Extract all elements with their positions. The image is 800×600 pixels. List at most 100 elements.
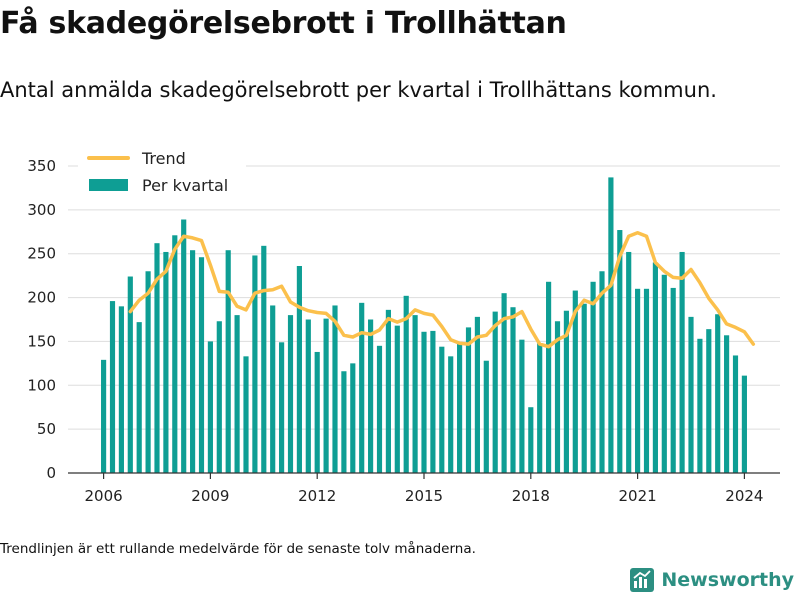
bar [109, 301, 116, 473]
trend-series [128, 230, 756, 349]
legend-bar-label: Per kvartal [142, 176, 228, 195]
bar [724, 335, 730, 473]
bar [207, 341, 213, 473]
bar [483, 360, 489, 473]
y-tick-label: 50 [37, 420, 56, 438]
bar [323, 318, 329, 473]
bar [234, 315, 240, 473]
bar [519, 339, 525, 473]
bar [732, 355, 739, 473]
chart: 0 50 100 150 200 250 300 350 2006 2009 2012 2015 20… [27, 142, 780, 505]
bar [350, 363, 356, 473]
x-tick-label: 2006 [85, 487, 123, 505]
bar [626, 251, 632, 473]
bar [368, 319, 374, 473]
bar [163, 251, 169, 473]
y-tick-label: 300 [27, 201, 56, 219]
bar [546, 281, 552, 473]
bar [554, 321, 561, 473]
x-tick-label: 2009 [191, 487, 229, 505]
y-tick-label: 0 [46, 464, 56, 482]
bar [172, 235, 178, 473]
bar [528, 407, 534, 473]
bar [474, 316, 480, 473]
bar [314, 351, 320, 473]
chart-title: Få skadegörelsebrott i Trollhättan [0, 6, 567, 41]
bar [154, 243, 160, 473]
y-tick-label: 100 [27, 376, 56, 394]
bar [635, 288, 641, 473]
legend-bar-swatch [89, 179, 128, 191]
bar [181, 219, 187, 473]
y-tick-label: 200 [27, 289, 56, 307]
bar [136, 322, 142, 473]
y-tick-label: 150 [27, 332, 56, 350]
bar [706, 329, 712, 473]
bar [394, 325, 400, 473]
bar [448, 356, 454, 473]
trend-line [128, 230, 756, 349]
bar [385, 309, 391, 473]
bar [652, 262, 658, 473]
bar [341, 371, 347, 473]
bar [643, 288, 650, 473]
legend: Trend Per kvartal [78, 142, 246, 204]
bar [145, 271, 151, 473]
bar [457, 343, 463, 473]
bar [599, 271, 605, 473]
x-axis: 2006 2009 2012 2015 2018 2021 2024 [68, 472, 780, 505]
x-tick-label: 2024 [725, 487, 763, 505]
brand-logo[interactable]: Newsworthy [630, 568, 794, 592]
x-tick-label: 2015 [405, 487, 443, 505]
bar [296, 265, 302, 473]
bar [216, 321, 222, 473]
bar [679, 251, 685, 473]
chart-subtitle: Antal anmälda skadegörelsebrott per kvar… [0, 78, 717, 102]
bar [190, 250, 196, 473]
bar [332, 305, 338, 473]
bar [421, 331, 427, 473]
bar [572, 290, 578, 473]
bar [465, 327, 472, 473]
bar [661, 274, 667, 473]
bar [617, 230, 623, 473]
bar [563, 310, 569, 473]
bar [715, 314, 721, 473]
bar [697, 338, 703, 473]
y-tick-label: 350 [27, 157, 56, 175]
bar [252, 255, 258, 473]
x-tick-label: 2021 [619, 487, 657, 505]
bar [430, 330, 436, 473]
bar [243, 356, 249, 473]
bar [305, 319, 311, 473]
footnote: Trendlinjen är ett rullande medelvärde f… [0, 541, 476, 557]
bar [287, 315, 294, 473]
bar [670, 287, 676, 473]
bar [492, 311, 498, 473]
bar [279, 342, 285, 473]
bar [270, 305, 276, 473]
legend-background [78, 142, 246, 204]
bar [510, 307, 516, 473]
bar [741, 375, 747, 473]
legend-trend-label: Trend [141, 149, 186, 168]
bar [403, 295, 409, 473]
bar [439, 346, 445, 473]
bar [688, 316, 694, 473]
bar [359, 302, 365, 473]
bar [501, 293, 507, 473]
bar [198, 257, 205, 473]
bar [412, 315, 418, 473]
bar [261, 245, 267, 473]
bar-series-per-kvartal [101, 177, 747, 473]
y-tick-label: 250 [27, 245, 56, 263]
bar [590, 281, 596, 473]
bar [537, 343, 543, 473]
y-axis: 0 50 100 150 200 250 300 350 [27, 157, 56, 482]
bar [127, 276, 133, 473]
bar [225, 250, 231, 473]
newsworthy-logo-icon [630, 568, 655, 592]
x-tick-label: 2012 [298, 487, 336, 505]
bar [376, 345, 383, 473]
brand-name: Newsworthy [661, 569, 794, 591]
